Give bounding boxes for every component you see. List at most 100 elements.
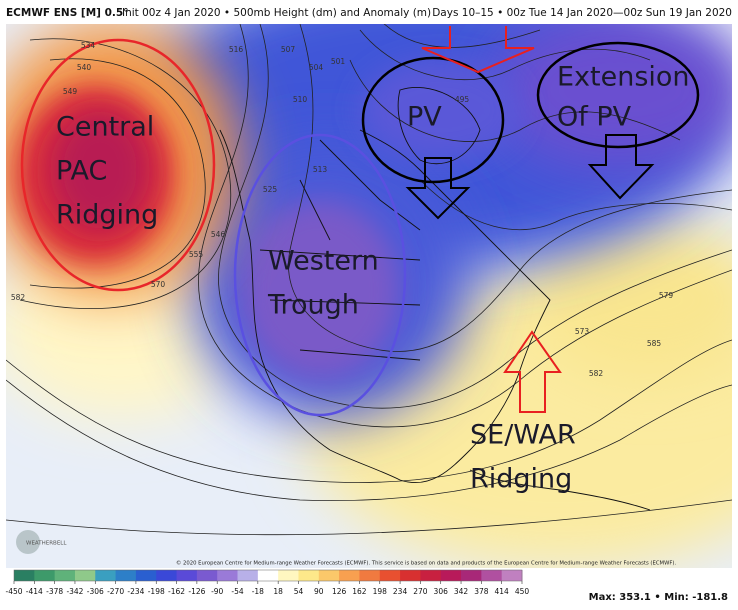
colorbar-label: -162 bbox=[168, 587, 185, 596]
colorbar-label: 198 bbox=[373, 587, 388, 596]
colorbar-label: -54 bbox=[231, 587, 243, 596]
contour-label: 555 bbox=[189, 250, 204, 259]
colorbar-label: 54 bbox=[294, 587, 304, 596]
header-bar bbox=[0, 0, 738, 24]
pv-circle bbox=[361, 56, 505, 184]
colorbar-label: 378 bbox=[474, 587, 489, 596]
contour-label: 534 bbox=[81, 41, 96, 50]
contour-label: 579 bbox=[659, 291, 674, 300]
contour-label: 501 bbox=[331, 57, 346, 66]
colorbar-label: -198 bbox=[148, 587, 165, 596]
trough-circle bbox=[233, 133, 407, 417]
colorbar-label: 126 bbox=[332, 587, 347, 596]
colorbar-segment bbox=[115, 570, 137, 581]
contour-label: 549 bbox=[63, 87, 78, 96]
arrow-down-black-2 bbox=[587, 134, 655, 200]
colorbar-label: -126 bbox=[188, 587, 205, 596]
colorbar-segment bbox=[501, 570, 523, 581]
colorbar-segment bbox=[461, 570, 482, 581]
colorbar-segment bbox=[339, 570, 360, 581]
colorbar-segment bbox=[95, 570, 117, 581]
colorbar-segment bbox=[135, 570, 157, 581]
annotation-text: Ridging bbox=[470, 464, 572, 495]
colorbar-segment bbox=[54, 570, 76, 581]
colorbar-label: -270 bbox=[107, 587, 124, 596]
colorbar-label: -306 bbox=[87, 587, 104, 596]
colorbar-segment bbox=[278, 570, 299, 581]
ridge-circle bbox=[20, 38, 216, 292]
annotation-text: Of PV bbox=[557, 102, 632, 133]
colorbar-segment bbox=[156, 570, 178, 581]
colorbar-segment bbox=[257, 570, 279, 581]
contour-label: 513 bbox=[313, 165, 328, 174]
colorbar-label: -234 bbox=[127, 587, 144, 596]
colorbar-segment bbox=[237, 570, 259, 581]
contour-label: 495 bbox=[455, 95, 470, 104]
colorbar-segment bbox=[74, 570, 96, 581]
colorbar-label: 342 bbox=[454, 587, 469, 596]
annotations: Central PAC Ridging Western Trough PV Extensio… bbox=[56, 62, 690, 495]
arrow-down-red bbox=[421, 26, 535, 74]
colorbar-segment bbox=[420, 570, 442, 581]
contour-label: 510 bbox=[293, 95, 308, 104]
annotation-text: PV bbox=[407, 102, 442, 133]
contour-label: 546 bbox=[211, 230, 226, 239]
contour-label: 516 bbox=[229, 45, 244, 54]
annotation-text: PAC bbox=[56, 156, 107, 187]
colorbar-label: -414 bbox=[26, 587, 43, 596]
colorbar-segment bbox=[217, 570, 239, 581]
contour-label: 573 bbox=[575, 327, 590, 336]
colorbar-label: 18 bbox=[273, 587, 283, 596]
valid-time: Days 10–15 • 00z Tue 14 Jan 2020—00z Sun… bbox=[432, 7, 732, 19]
run-info: Init 00z 4 Jan 2020 • 500mb Height (dm) … bbox=[122, 7, 431, 19]
pv-extension-circle bbox=[536, 41, 700, 149]
colorbar-label: -342 bbox=[66, 587, 83, 596]
arrow-up-red bbox=[503, 330, 562, 413]
arrow-down-black bbox=[405, 157, 471, 220]
contour-label: 582 bbox=[589, 369, 604, 378]
copyright: © 2020 European Centre for Medium-range … bbox=[176, 560, 676, 567]
colorbar-segment bbox=[196, 570, 218, 581]
contour-label: 504 bbox=[309, 63, 324, 72]
colorbar-label: 306 bbox=[434, 587, 449, 596]
colorbar-label: -378 bbox=[46, 587, 63, 596]
colorbar-segment bbox=[14, 570, 35, 581]
annotation-shapes bbox=[20, 26, 700, 417]
colorbar-label: 90 bbox=[314, 587, 324, 596]
colorbar-label: 234 bbox=[393, 587, 408, 596]
contour-label: 540 bbox=[77, 63, 92, 72]
contour-label: 582 bbox=[11, 293, 26, 302]
contour-label: 570 bbox=[151, 280, 166, 289]
colorbar-segment bbox=[298, 570, 320, 581]
colorbar-segment bbox=[34, 570, 56, 581]
logo-icon bbox=[16, 530, 40, 554]
colorbar-segment bbox=[359, 570, 381, 581]
colorbar-segment bbox=[481, 570, 503, 581]
colorbar: -450 -414 -378 -342 -306 -270 -234 -198 -162 -126… bbox=[5, 569, 530, 596]
annotation-text: Ridging bbox=[56, 200, 158, 231]
colorbar-segment bbox=[176, 570, 198, 581]
colorbar-label: 450 bbox=[515, 587, 530, 596]
contour-label: 507 bbox=[281, 45, 296, 54]
colorbar-segment bbox=[400, 570, 421, 581]
coastlines bbox=[219, 86, 651, 511]
colorbar-label: 414 bbox=[495, 587, 510, 596]
contour-label: 585 bbox=[647, 339, 662, 348]
contour-labels: 534 540 549 516 507 504 501 495 510 513 525 546 555 5… bbox=[11, 41, 674, 378]
colorbar-segment bbox=[318, 570, 340, 581]
logo: WEATHERBELL bbox=[26, 541, 67, 547]
colorbar-label: 162 bbox=[352, 587, 367, 596]
colorbar-label: 270 bbox=[413, 587, 428, 596]
colorbar-segment bbox=[440, 570, 462, 581]
annotation-text: Western bbox=[268, 246, 379, 277]
colorbar-label: -18 bbox=[252, 587, 264, 596]
colorbar-label: -450 bbox=[5, 587, 22, 596]
annotation-text: SE/WAR bbox=[470, 420, 576, 451]
colorbar-frame bbox=[13, 569, 523, 582]
contour-label: 525 bbox=[263, 185, 278, 194]
annotation-text: Central bbox=[56, 112, 154, 143]
annotation-text: Trough bbox=[267, 290, 359, 321]
annotation-text: Extension bbox=[557, 62, 690, 93]
